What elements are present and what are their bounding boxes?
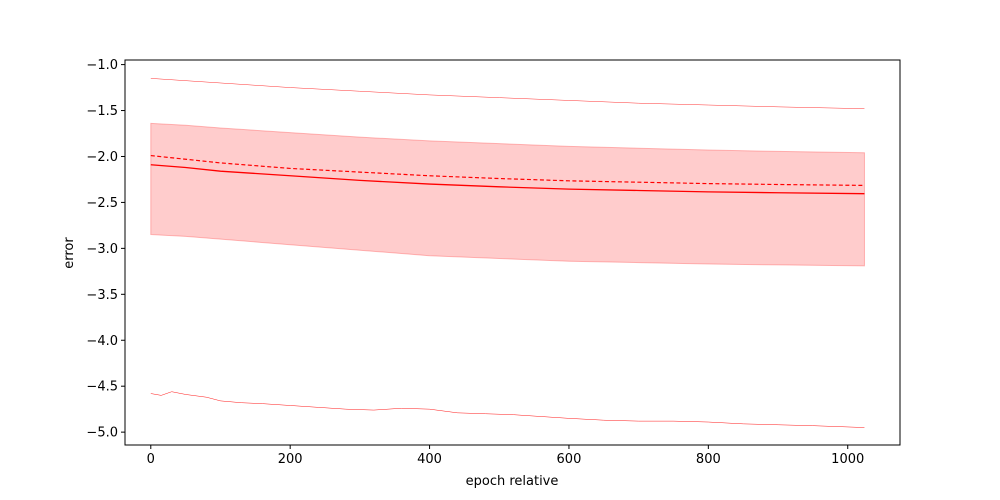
x-tick-label: 0 <box>147 452 155 467</box>
y-axis-label: error <box>62 237 77 269</box>
plot-area <box>125 60 900 445</box>
band-layer <box>150 122 865 267</box>
confidence-band <box>150 122 865 267</box>
y-tick-label: −4.0 <box>86 334 118 349</box>
y-tick-label: −3.5 <box>86 288 118 303</box>
series-line-solid <box>150 164 865 195</box>
y-tick-label: −2.0 <box>86 150 118 165</box>
y-tick-label: −4.5 <box>86 380 118 395</box>
series-line-thin-noisy <box>150 391 865 428</box>
series-layer <box>150 78 865 428</box>
y-tick-label: −3.0 <box>86 242 118 257</box>
x-axis-ticks: 0 200 400 600 800 1000 <box>147 445 864 467</box>
series-line-thin <box>150 78 865 109</box>
x-tick-label: 800 <box>696 452 721 467</box>
x-tick-label: 400 <box>417 452 442 467</box>
y-axis-ticks: −1.0 −1.5 −2.0 −2.5 −3.0 −3.5 −4.0 −4.5 −5.0 <box>86 58 125 441</box>
x-axis-label: epoch relative <box>466 474 559 489</box>
x-tick-label: 1000 <box>831 452 864 467</box>
y-tick-label: −1.0 <box>86 58 118 73</box>
plot-frame <box>124 59 901 446</box>
y-tick-label: −1.5 <box>86 104 118 119</box>
y-tick-label: −2.5 <box>86 196 118 211</box>
x-tick-label: 600 <box>557 452 582 467</box>
y-tick-label: −5.0 <box>86 426 118 441</box>
x-tick-label: 200 <box>278 452 303 467</box>
series-line-dashed <box>150 154 865 187</box>
